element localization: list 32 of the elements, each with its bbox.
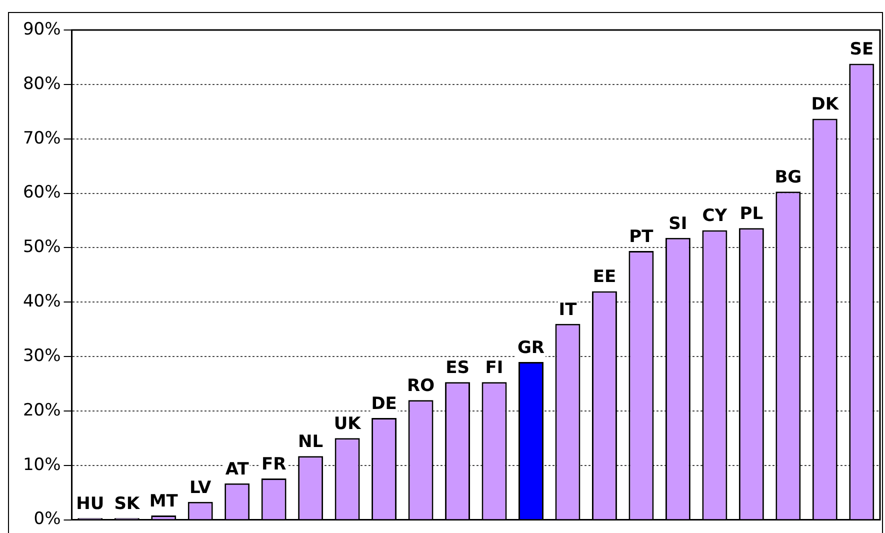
x-tick-label: FI — [485, 358, 504, 378]
x-tick-label: BG — [774, 168, 802, 188]
y-tick-label: 90% — [22, 19, 61, 40]
y-tick-label: 30% — [22, 346, 61, 366]
x-tick-label: FR — [261, 454, 286, 474]
x-tick-label: EE — [592, 267, 616, 288]
x-tick-label: CY — [702, 206, 728, 226]
x-tick-label: DK — [811, 94, 840, 115]
y-tick-label: 20% — [22, 400, 61, 420]
x-tick-label: RO — [407, 376, 435, 396]
y-tick-label: 40% — [22, 292, 61, 312]
x-tick-label: SI — [668, 214, 688, 234]
x-tick-label: AT — [225, 459, 250, 480]
y-tick-label: 0% — [34, 509, 61, 530]
y-tick-label: 70% — [22, 128, 61, 148]
y-tick-label: 80% — [22, 74, 61, 94]
x-tick-label: PT — [629, 226, 654, 247]
y-tick-label: 60% — [22, 182, 61, 203]
y-tick-label: 50% — [22, 237, 61, 258]
x-tick-label: GR — [517, 338, 545, 358]
x-tick-label: UK — [334, 414, 362, 434]
x-tick-label: DE — [371, 394, 397, 414]
x-tick-label: MT — [149, 491, 178, 512]
x-tick-label: SE — [850, 40, 874, 60]
x-tick-label: IT — [558, 300, 578, 320]
y-tick-label: 10% — [22, 454, 61, 475]
x-tick-label: PL — [740, 204, 764, 224]
x-tick-label: LV — [190, 478, 212, 498]
x-tick-label: NL — [298, 432, 324, 452]
x-tick-label: ES — [446, 358, 470, 378]
x-tick-label: SK — [114, 494, 140, 514]
x-tick-label: HU — [76, 494, 104, 514]
